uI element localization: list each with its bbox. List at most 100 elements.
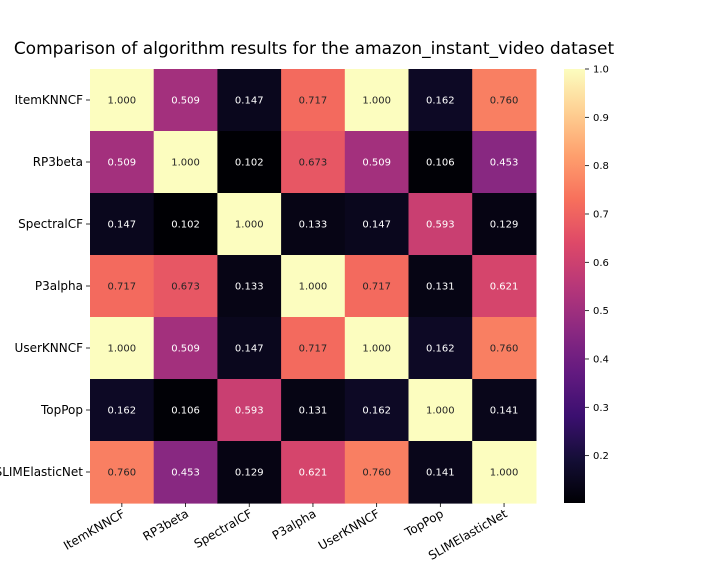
heatmap-cell: [281, 255, 346, 318]
heatmap-cell: [408, 193, 473, 256]
chart-title: Comparison of algorithm results for the …: [14, 39, 615, 59]
heatmap-cell: [217, 131, 282, 194]
heatmap-cell: [153, 441, 218, 504]
heatmap-cell: [90, 131, 155, 194]
y-tick-label: ItemKNNCF: [15, 93, 84, 107]
colorbar-tick-label: 0.3: [593, 403, 609, 414]
colorbar-tick-label: 0.5: [593, 306, 609, 317]
heatmap-cell: [153, 317, 218, 380]
y-tick-label: TopPop: [40, 403, 83, 417]
heatmap-cell: [408, 131, 473, 194]
heatmap-cell: [153, 193, 218, 256]
colorbar-tick-label: 0.2: [593, 451, 609, 462]
y-tick-label: UserKNNCF: [15, 341, 84, 355]
y-tick-label: RP3beta: [33, 155, 83, 169]
heatmap-cell: [217, 317, 282, 380]
cell-value-label: 1.000: [490, 468, 519, 479]
heatmap-cell: [472, 193, 537, 256]
colorbar-ticks: 0.2 0.3 0.4 0.5 0.6 0.7 0.8 0.9 1.0: [585, 65, 609, 462]
colorbar: [564, 69, 585, 503]
heatmap-cell: [281, 69, 346, 132]
heatmap-cell: [472, 255, 537, 318]
cell-value-label: 0.621: [490, 282, 519, 293]
cell-value-label: 0.106: [426, 158, 455, 169]
heatmap-cell: [344, 255, 410, 318]
heatmap-cell: [217, 255, 282, 318]
colorbar-tick-label: 0.4: [593, 354, 609, 365]
cell-value-label: 0.162: [362, 406, 391, 417]
heatmap-cell: [153, 255, 218, 318]
heatmap-cell: [90, 69, 155, 132]
heatmap-cell: [344, 441, 410, 504]
cell-value-label: 0.102: [171, 220, 200, 231]
cell-value-label: 0.673: [171, 282, 200, 293]
heatmap-cell: [408, 317, 473, 380]
heatmap-cells: 1.000 0.509 0.147 0.717 1.000 0.162 0.760 0.509…: [90, 69, 537, 504]
cell-value-label: 0.147: [362, 220, 391, 231]
cell-value-label: 0.453: [171, 468, 200, 479]
heatmap-cell: [472, 317, 537, 380]
heatmap-cell: [90, 379, 155, 442]
cell-value-label: 0.760: [490, 96, 519, 107]
cell-value-label: 0.133: [235, 282, 264, 293]
cell-value-label: 0.717: [299, 344, 328, 355]
y-tick-labels: ItemKNNCF RP3beta SpectralCF P3alpha UserKNN…: [0, 93, 90, 479]
heatmap-cell: [472, 441, 537, 504]
cell-value-label: 1.000: [108, 344, 137, 355]
cell-value-label: 1.000: [426, 406, 455, 417]
heatmap-cell: [281, 193, 346, 256]
cell-value-label: 0.131: [299, 406, 328, 417]
cell-value-label: 0.162: [426, 344, 455, 355]
cell-value-label: 1.000: [362, 96, 391, 107]
heatmap-cell: [344, 317, 410, 380]
cell-value-label: 0.147: [108, 220, 137, 231]
cell-value-label: 0.147: [235, 344, 264, 355]
cell-value-label: 0.147: [235, 96, 264, 107]
colorbar-gradient: [564, 69, 585, 503]
y-tick-label: SpectralCF: [18, 217, 83, 231]
x-tick-label: P3alpha: [270, 506, 319, 542]
cell-value-label: 0.141: [490, 406, 519, 417]
heatmap-cell: [472, 131, 537, 194]
cell-value-label: 1.000: [362, 344, 391, 355]
cell-value-label: 0.131: [426, 282, 455, 293]
heatmap-cell: [153, 379, 218, 442]
x-tick-labels: ItemKNNCF RP3beta SpectralCF P3alphaUserKNN…: [61, 503, 510, 563]
heatmap-cell: [153, 131, 218, 194]
cell-value-label: 0.717: [108, 282, 137, 293]
heatmap-cell: [281, 379, 346, 442]
heatmap-cell: [281, 131, 346, 194]
cell-value-label: 0.509: [171, 344, 200, 355]
cell-value-label: 0.760: [490, 344, 519, 355]
cell-value-label: 0.129: [490, 220, 519, 231]
x-tick-label: UserKNNCF: [316, 506, 382, 552]
heatmap-cell: [344, 131, 410, 194]
heatmap-cell: [408, 255, 473, 318]
cell-value-label: 0.760: [362, 468, 391, 479]
cell-value-label: 0.509: [108, 158, 137, 169]
cell-value-label: 0.102: [235, 158, 264, 169]
cell-value-label: 0.141: [426, 468, 455, 479]
cell-value-label: 0.760: [108, 468, 137, 479]
heatmap-cell: [408, 379, 473, 442]
cell-value-label: 0.162: [426, 96, 455, 107]
heatmap-cell: [153, 69, 218, 132]
cell-value-label: 0.593: [235, 406, 264, 417]
cell-value-label: 1.000: [171, 158, 200, 169]
heatmap-cell: [90, 193, 155, 256]
cell-value-label: 1.000: [108, 96, 137, 107]
heatmap-cell: [344, 69, 410, 132]
cell-value-label: 0.453: [490, 158, 519, 169]
colorbar-tick-label: 0.8: [593, 161, 609, 172]
heatmap-cell: [217, 379, 282, 442]
heatmap-cell: [344, 379, 410, 442]
colorbar-tick-label: 0.9: [593, 113, 609, 124]
cell-value-label: 1.000: [299, 282, 328, 293]
heatmap-cell: [472, 69, 537, 132]
x-tick-label: ItemKNNCF: [61, 506, 127, 552]
x-tick-label: TopPop: [402, 506, 446, 540]
cell-value-label: 0.621: [299, 468, 328, 479]
cell-value-label: 0.509: [362, 158, 391, 169]
cell-value-label: 0.673: [299, 158, 328, 169]
